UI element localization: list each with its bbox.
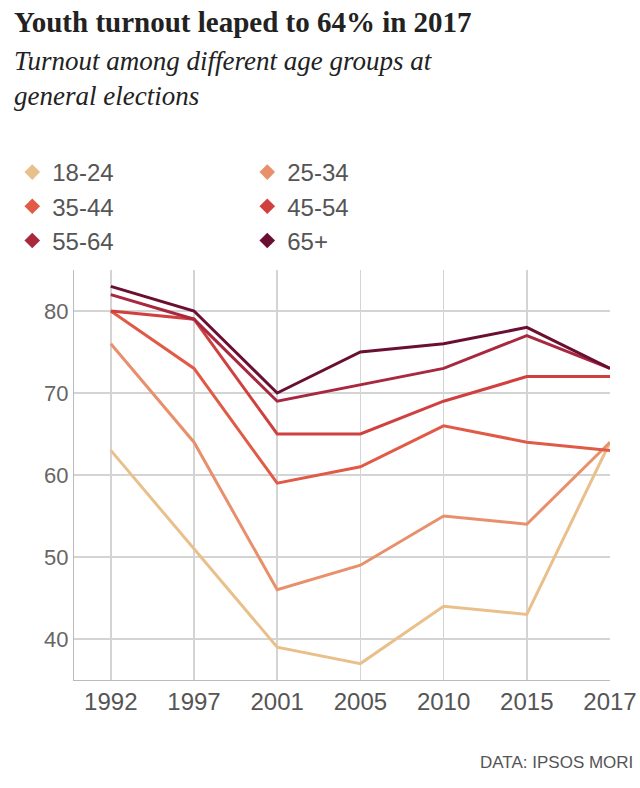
svg-text:70: 70	[44, 381, 68, 406]
svg-text:45-54: 45-54	[287, 194, 348, 221]
svg-text:DATA: IPSOS MORI: DATA: IPSOS MORI	[480, 753, 633, 772]
svg-text:25-34: 25-34	[287, 159, 348, 186]
svg-text:18-24: 18-24	[52, 159, 113, 186]
svg-text:Youth turnout leaped to 64% in: Youth turnout leaped to 64% in 2017	[14, 6, 472, 38]
svg-text:50: 50	[44, 545, 68, 570]
svg-text:35-44: 35-44	[52, 194, 113, 221]
svg-text:2005: 2005	[334, 688, 387, 715]
svg-text:60: 60	[44, 463, 68, 488]
svg-text:80: 80	[44, 299, 68, 324]
svg-text:2015: 2015	[500, 688, 553, 715]
svg-text:55-64: 55-64	[52, 228, 113, 255]
svg-text:2010: 2010	[417, 688, 470, 715]
svg-text:2001: 2001	[251, 688, 304, 715]
svg-text:40: 40	[44, 627, 68, 652]
svg-text:1992: 1992	[84, 688, 137, 715]
svg-text:2017: 2017	[583, 688, 636, 715]
svg-text:65+: 65+	[287, 228, 328, 255]
svg-text:1997: 1997	[167, 688, 220, 715]
svg-text:Turnout among different age gr: Turnout among different age groups atgen…	[14, 46, 433, 111]
